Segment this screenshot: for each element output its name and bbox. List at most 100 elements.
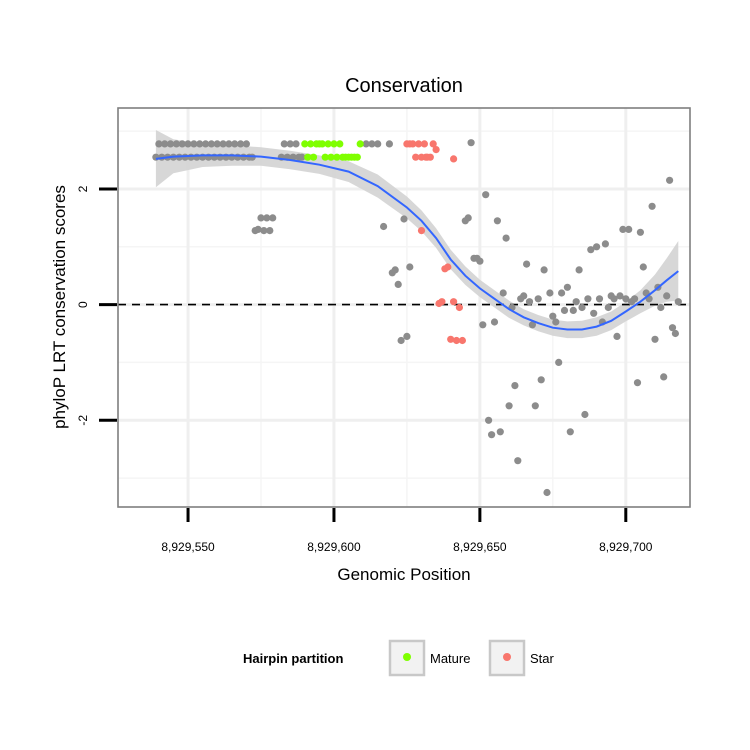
point-star <box>452 336 461 345</box>
point-star <box>432 146 440 154</box>
point-other <box>488 431 496 439</box>
point-other <box>668 324 677 332</box>
point-other <box>161 140 169 148</box>
point-other <box>584 295 592 303</box>
point-other <box>560 306 569 314</box>
point-other <box>269 214 277 222</box>
point-other <box>254 225 262 233</box>
point-other <box>493 217 501 225</box>
point-other <box>563 283 572 291</box>
point-other <box>263 214 271 222</box>
point-other <box>178 140 186 148</box>
legend-label-star: Star <box>530 651 555 666</box>
legend: Hairpin partition Mature Star <box>243 639 555 677</box>
point-other <box>604 303 612 312</box>
point-other <box>555 358 563 366</box>
point-star <box>447 335 455 343</box>
point-other <box>622 295 630 303</box>
point-mature <box>318 140 326 148</box>
point-other <box>590 309 598 317</box>
point-other <box>496 428 504 436</box>
point-other <box>657 303 665 312</box>
point-other <box>625 225 633 233</box>
point-other <box>406 263 414 271</box>
point-other <box>266 227 274 235</box>
point-other <box>587 246 595 254</box>
point-other <box>394 280 402 288</box>
point-other <box>534 295 542 303</box>
grid <box>118 108 690 507</box>
legend-item-star: Star <box>488 639 555 677</box>
point-other <box>619 225 627 233</box>
point-other <box>616 292 624 300</box>
point-other <box>403 332 411 340</box>
point-other <box>593 243 601 251</box>
point-other <box>289 153 297 161</box>
y-axis-ticks: 2 0 -2 <box>76 185 117 426</box>
point-star <box>409 140 417 148</box>
point-star <box>415 140 423 148</box>
point-other <box>196 140 204 148</box>
plot-border <box>117 107 691 508</box>
point-other <box>543 488 551 497</box>
point-other <box>531 402 539 410</box>
point-other <box>558 289 566 297</box>
point-other <box>613 332 621 340</box>
point-other <box>380 222 388 231</box>
point-other <box>651 335 659 343</box>
point-other <box>190 140 198 148</box>
point-other <box>663 292 671 300</box>
point-other <box>601 240 610 248</box>
point-star <box>458 336 466 345</box>
point-other <box>499 289 507 297</box>
point-star <box>444 263 452 271</box>
x-tick-label: 8,929,650 <box>453 540 507 554</box>
point-other <box>660 373 668 381</box>
point-other <box>260 227 268 235</box>
point-other <box>397 336 405 345</box>
legend-title: Hairpin partition <box>243 651 343 666</box>
point-other <box>257 214 265 222</box>
point-other <box>467 139 475 147</box>
point-star <box>420 140 428 148</box>
point-other <box>525 298 534 306</box>
x-axis-title: Genomic Position <box>337 565 470 584</box>
point-star <box>426 153 434 161</box>
point-other <box>362 140 370 148</box>
point-other <box>549 312 557 320</box>
point-other <box>552 318 560 326</box>
point-mature <box>307 140 315 148</box>
chart-title: Conservation <box>345 75 463 97</box>
point-other <box>298 153 306 161</box>
point-other <box>666 176 674 184</box>
smooth-trend-line <box>155 154 679 331</box>
point-mature <box>330 140 338 148</box>
point-other <box>633 379 642 387</box>
point-mature <box>324 140 332 148</box>
point-other <box>520 292 528 300</box>
point-other <box>566 428 574 436</box>
point-star <box>412 153 420 161</box>
point-other <box>485 416 493 424</box>
point-other <box>671 329 680 338</box>
point-other <box>374 140 382 148</box>
confidence-ribbon <box>155 130 679 339</box>
point-other <box>674 298 682 306</box>
x-tick-label: 8,929,550 <box>161 540 215 554</box>
point-other <box>523 260 531 268</box>
point-other <box>610 295 618 303</box>
point-other <box>537 376 545 384</box>
point-other <box>368 140 376 148</box>
legend-key-mature-dot <box>403 653 411 661</box>
point-other <box>286 140 294 148</box>
point-other <box>391 266 399 274</box>
points-layer <box>152 139 682 497</box>
y-tick-label: -2 <box>76 415 90 426</box>
point-other <box>505 402 513 410</box>
point-other <box>225 140 233 148</box>
point-other <box>648 202 656 210</box>
point-star <box>438 298 446 306</box>
point-mature <box>327 153 335 161</box>
point-mature <box>309 153 318 161</box>
